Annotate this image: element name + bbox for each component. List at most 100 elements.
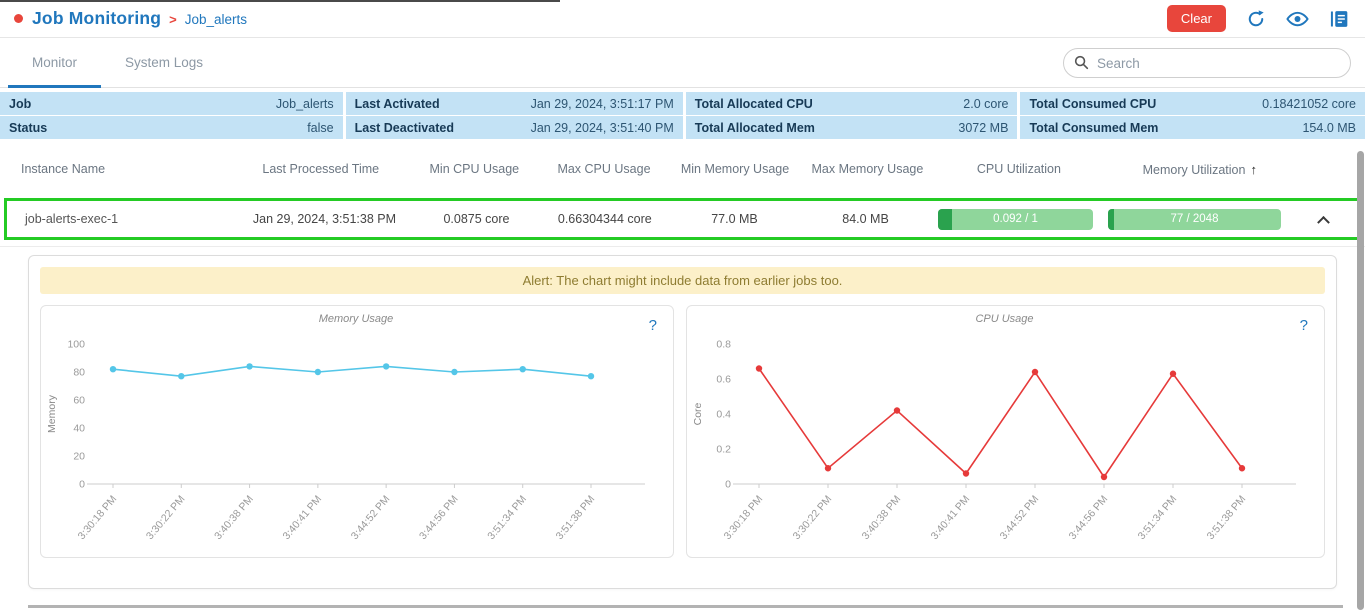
- summary-label: Total Consumed Mem: [1029, 120, 1159, 135]
- svg-text:Memory: Memory: [46, 394, 58, 433]
- cpu-utilization-bar-label: 0.092 / 1: [993, 212, 1038, 225]
- browser-edge-artifact: [0, 0, 560, 2]
- collapse-chevron-up-icon[interactable]: [1317, 215, 1330, 229]
- cpu-utilization-bar: 0.092 / 1: [937, 208, 1094, 230]
- tab-monitor[interactable]: Monitor: [8, 38, 102, 88]
- cell-last-processed-time: Jan 29, 2024, 3:51:38 PM: [252, 212, 397, 226]
- column-label: Memory Utilization: [1142, 162, 1246, 177]
- tab-system-logs[interactable]: System Logs: [125, 55, 204, 70]
- search-icon: [1074, 55, 1089, 70]
- svg-text:0.4: 0.4: [716, 409, 731, 421]
- svg-text:3:30:22 PM: 3:30:22 PM: [144, 493, 188, 542]
- svg-text:100: 100: [67, 339, 85, 351]
- svg-text:3:51:34 PM: 3:51:34 PM: [1136, 493, 1180, 542]
- cell-memory-utilization: 77 / 2048: [1100, 208, 1289, 230]
- svg-text:3:30:18 PM: 3:30:18 PM: [722, 493, 766, 542]
- cell-max-cpu: 0.66304344 core: [557, 212, 652, 226]
- divider: [0, 246, 1365, 247]
- summary-value: 3072 MB: [958, 120, 1009, 135]
- svg-text:3:44:52 PM: 3:44:52 PM: [998, 493, 1042, 542]
- svg-text:0.2: 0.2: [716, 444, 731, 456]
- instance-row-selected[interactable]: job-alerts-exec-1 Jan 29, 2024, 3:51:38 …: [4, 198, 1361, 240]
- eye-icon[interactable]: [1286, 11, 1309, 27]
- cpu-utilization-bar-fill: [937, 208, 953, 230]
- svg-text:3:51:38 PM: 3:51:38 PM: [1205, 493, 1249, 542]
- sort-ascending-icon[interactable]: ↑: [1250, 161, 1257, 177]
- header-actions: Clear: [1166, 5, 1349, 32]
- cell-min-cpu: 0.0875 core: [443, 212, 510, 226]
- tab-bar: Monitor System Logs: [0, 38, 1365, 88]
- alert-banner: Alert: The chart might include data from…: [40, 267, 1325, 294]
- svg-text:40: 40: [73, 423, 85, 435]
- vertical-scrollbar[interactable]: [1357, 151, 1364, 610]
- svg-text:3:44:56 PM: 3:44:56 PM: [1067, 493, 1111, 542]
- column-last-processed-time[interactable]: Last Processed Time: [262, 162, 380, 176]
- column-min-memory-usage[interactable]: Min Memory Usage: [680, 162, 790, 176]
- cell-min-mem: 77.0 MB: [711, 212, 758, 226]
- horizontal-scrollbar[interactable]: [28, 605, 1343, 608]
- help-icon[interactable]: ?: [1299, 317, 1308, 334]
- summary-row-1: Job Job_alerts Last Activated Jan 29, 20…: [0, 92, 1365, 115]
- job-summary: Job Job_alerts Last Activated Jan 29, 20…: [0, 92, 1365, 139]
- logs-document-icon[interactable]: [1329, 9, 1349, 29]
- refresh-icon[interactable]: [1246, 9, 1266, 29]
- svg-text:80: 80: [73, 367, 85, 379]
- summary-value: Jan 29, 2024, 3:51:40 PM: [530, 120, 674, 135]
- svg-text:3:40:41 PM: 3:40:41 PM: [280, 493, 324, 542]
- column-cpu-utilization[interactable]: CPU Utilization: [976, 162, 1061, 176]
- column-max-cpu-usage[interactable]: Max CPU Usage: [557, 162, 651, 176]
- svg-text:0.8: 0.8: [716, 339, 731, 351]
- svg-text:3:40:38 PM: 3:40:38 PM: [212, 493, 256, 542]
- column-min-cpu-usage[interactable]: Min CPU Usage: [429, 162, 520, 176]
- summary-label: Total Allocated Mem: [694, 120, 815, 135]
- summary-label: Last Activated: [354, 96, 440, 111]
- summary-value: 2.0 core: [963, 96, 1009, 111]
- memory-usage-chart-card: ? Memory Usage Memory 0 20 40 60 80 100 3:30:18 …: [40, 305, 674, 558]
- column-max-memory-usage[interactable]: Max Memory Usage: [811, 162, 924, 176]
- svg-text:3:30:18 PM: 3:30:18 PM: [76, 493, 120, 542]
- svg-text:0: 0: [79, 479, 85, 491]
- summary-total-allocated-mem: Total Allocated Mem 3072 MB: [685, 116, 1018, 139]
- cpu-usage-chart-card: ? CPU Usage Core 0 0.2 0.4 0.6 0.8 3:30:18 PM 3:…: [686, 305, 1325, 558]
- summary-value: Job_alerts: [275, 96, 334, 111]
- top-header-bar: Job Monitoring > Job_alerts Clear: [0, 0, 1365, 38]
- cell-expander: [1289, 215, 1358, 229]
- memory-utilization-bar: 77 / 2048: [1107, 208, 1282, 230]
- clear-button[interactable]: Clear: [1166, 5, 1226, 32]
- svg-text:3:51:34 PM: 3:51:34 PM: [485, 493, 529, 542]
- memory-utilization-bar-label: 77 / 2048: [1170, 212, 1219, 225]
- svg-text:3:40:38 PM: 3:40:38 PM: [860, 493, 904, 542]
- summary-value: false: [307, 120, 334, 135]
- help-icon[interactable]: ?: [648, 317, 657, 334]
- charts-panel: Alert: The chart might include data from…: [28, 255, 1337, 589]
- summary-label: Total Allocated CPU: [694, 96, 813, 111]
- summary-total-allocated-cpu: Total Allocated CPU 2.0 core: [685, 92, 1018, 115]
- svg-text:3:40:41 PM: 3:40:41 PM: [929, 493, 973, 542]
- summary-total-consumed-cpu: Total Consumed CPU 0.18421052 core: [1020, 92, 1365, 115]
- cpu-usage-chart: CPU Usage Core 0 0.2 0.4 0.6 0.8 3:30:18 PM 3:30…: [687, 306, 1324, 557]
- svg-text:3:44:56 PM: 3:44:56 PM: [417, 493, 461, 542]
- column-memory-utilization[interactable]: Memory Utilization ↑: [1104, 162, 1295, 177]
- page-title[interactable]: Job Monitoring: [32, 8, 162, 28]
- column-instance-name[interactable]: Instance Name: [21, 162, 106, 176]
- svg-text:0: 0: [725, 479, 731, 491]
- svg-text:20: 20: [73, 451, 85, 463]
- summary-label: Job: [9, 96, 32, 111]
- summary-total-consumed-mem: Total Consumed Mem 154.0 MB: [1020, 116, 1365, 139]
- summary-status: Status false: [0, 116, 343, 139]
- cell-cpu-utilization: 0.092 / 1: [931, 208, 1100, 230]
- summary-job: Job Job_alerts: [0, 92, 343, 115]
- svg-text:Memory Usage: Memory Usage: [319, 313, 394, 325]
- summary-last-deactivated: Last Deactivated Jan 29, 2024, 3:51:40 P…: [345, 116, 683, 139]
- search-input[interactable]: [1063, 48, 1351, 78]
- summary-last-activated: Last Activated Jan 29, 2024, 3:51:17 PM: [345, 92, 683, 115]
- summary-value: Jan 29, 2024, 3:51:17 PM: [530, 96, 674, 111]
- breadcrumb-chevron-icon: >: [169, 11, 177, 27]
- svg-text:3:44:52 PM: 3:44:52 PM: [349, 493, 393, 542]
- summary-row-2: Status false Last Deactivated Jan 29, 20…: [0, 116, 1365, 139]
- memory-utilization-bar-fill: [1107, 208, 1115, 230]
- cell-instance-name: job-alerts-exec-1: [25, 212, 119, 226]
- summary-label: Last Deactivated: [354, 120, 454, 135]
- svg-text:CPU Usage: CPU Usage: [975, 313, 1033, 325]
- svg-text:3:30:22 PM: 3:30:22 PM: [791, 493, 835, 542]
